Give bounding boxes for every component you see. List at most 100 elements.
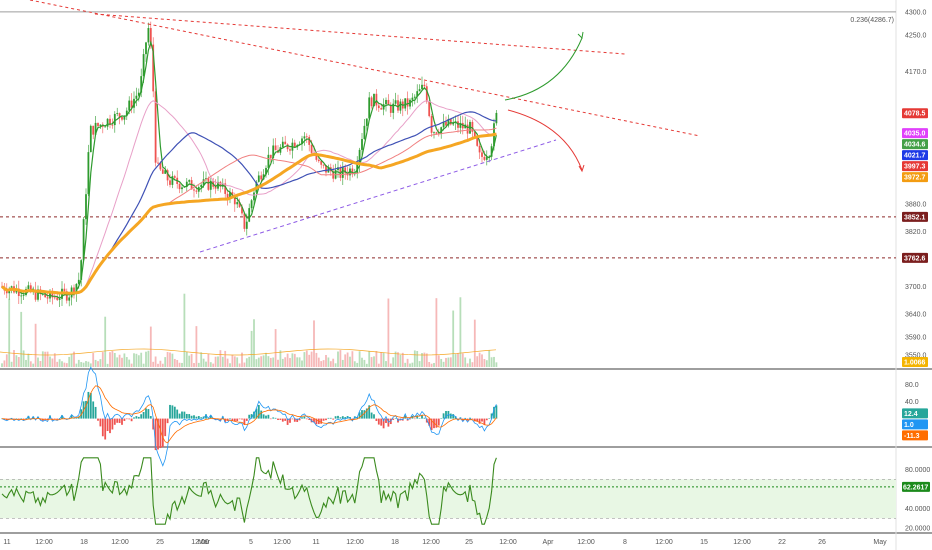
candle-body[interactable] [483,156,486,160]
candle-body[interactable] [116,113,119,114]
candle-body[interactable] [478,145,481,153]
candle-body[interactable] [82,219,85,261]
candle-body[interactable] [435,132,438,134]
candle-body[interactable] [363,125,366,140]
candle-body[interactable] [385,99,387,105]
candle-body[interactable] [260,175,263,180]
candle-body[interactable] [106,118,109,127]
candle-body[interactable] [226,193,229,199]
candle-body[interactable] [274,145,277,151]
candle-body[interactable] [73,287,75,294]
candle-body[interactable] [104,126,107,128]
candle-body[interactable] [423,84,426,87]
candle-body[interactable] [284,141,287,145]
candle-body[interactable] [253,192,255,201]
candle-body[interactable] [87,152,90,195]
candle-body[interactable] [149,28,152,45]
candle-body[interactable] [358,149,361,165]
candle-body[interactable] [250,200,253,209]
candle-body[interactable] [145,42,147,55]
candle-body[interactable] [245,221,248,229]
candle-body[interactable] [44,293,47,298]
candle-body[interactable] [389,104,392,113]
candle-body[interactable] [161,169,164,174]
candle-body[interactable] [173,176,176,178]
candle-body[interactable] [416,91,419,97]
candle-body[interactable] [75,283,78,294]
candle-body[interactable] [281,141,284,148]
candle-body[interactable] [94,122,97,135]
candle-body[interactable] [109,118,111,125]
candle-body[interactable] [267,154,270,168]
candle-body[interactable] [58,298,61,300]
candle-body[interactable] [442,121,445,128]
macd-line[interactable] [1,366,497,467]
candle-body[interactable] [68,297,71,301]
candle-body[interactable] [178,183,181,190]
candle-body[interactable] [137,92,140,96]
candle-body[interactable] [80,260,83,280]
candle-body[interactable] [219,181,222,187]
candle-body[interactable] [317,159,320,162]
candle-body[interactable] [202,179,205,185]
candle-body[interactable] [152,44,155,92]
candle-body[interactable] [485,157,488,160]
candle-body[interactable] [224,183,227,194]
candle-body[interactable] [399,101,402,111]
candle-body[interactable] [209,180,212,190]
candle-body[interactable] [205,178,207,180]
candle-body[interactable] [394,100,397,104]
candle-body[interactable] [356,164,359,174]
candle-body[interactable] [77,279,80,284]
candle-body[interactable] [118,113,121,117]
candle-body[interactable] [121,116,123,120]
candle-body[interactable] [157,162,159,164]
candle-body[interactable] [305,136,308,138]
macd-signal-line[interactable] [1,385,497,444]
candle-body[interactable] [320,161,323,165]
candle-body[interactable] [200,184,203,188]
candle-body[interactable] [421,84,423,90]
candle-body[interactable] [113,113,116,126]
candle-body[interactable] [27,285,30,289]
resistance-trendline[interactable] [29,0,701,137]
candle-body[interactable] [34,289,37,300]
candle-body[interactable] [418,89,421,92]
candle-body[interactable] [289,149,291,151]
candle-body[interactable] [339,167,342,178]
candle-body[interactable] [430,116,433,133]
candle-body[interactable] [29,285,32,293]
candle-body[interactable] [147,28,150,43]
candle-body[interactable] [466,124,469,134]
candle-body[interactable] [217,181,219,189]
candle-body[interactable] [85,194,87,220]
candle-body[interactable] [154,91,157,163]
candle-body[interactable] [341,167,344,178]
candle-body[interactable] [425,86,428,102]
candle-body[interactable] [171,176,174,185]
candle-body[interactable] [159,162,162,170]
candle-body[interactable] [241,207,243,214]
candle-body[interactable] [365,118,368,126]
candle-body[interactable] [63,288,66,292]
candle-body[interactable] [17,288,20,297]
candle-body[interactable] [370,97,373,107]
candle-body[interactable] [368,97,371,119]
candle-body[interactable] [315,155,318,160]
candle-body[interactable] [413,96,416,98]
candle-body[interactable] [303,136,306,139]
candle-body[interactable] [169,180,171,185]
candle-body[interactable] [404,98,407,109]
candle-body[interactable] [293,142,296,148]
candle-body[interactable] [377,105,380,109]
candle-body[interactable] [279,147,282,153]
candle-body[interactable] [53,297,56,299]
candle-body[interactable] [325,165,327,173]
bullish-projection-arrow[interactable] [504,37,583,101]
candle-body[interactable] [452,122,455,125]
candle-body[interactable] [236,202,239,205]
candle-body[interactable] [229,192,231,199]
ema-fast-line[interactable] [1,40,497,300]
candle-body[interactable] [286,144,289,150]
candle-body[interactable] [65,291,68,301]
